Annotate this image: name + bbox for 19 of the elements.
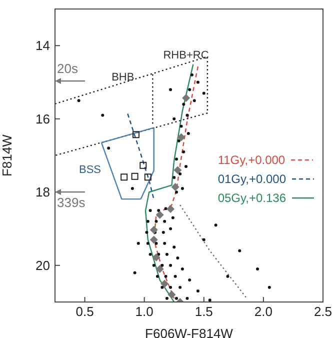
legend-label: 11Gy,+0.000	[218, 152, 286, 166]
x-tick-label: 1.5	[194, 304, 213, 320]
y-tick-label: 14	[36, 38, 50, 54]
x-tick-label: 2.5	[314, 304, 332, 320]
y-tick-label: 16	[36, 111, 50, 126]
x-tick-label: 2.0	[254, 304, 272, 320]
annotation: 339s	[57, 195, 86, 210]
annotation: BHB	[112, 71, 134, 84]
annotation: 20s	[57, 61, 78, 76]
legend-label: 05Gy,+0.136	[218, 190, 286, 204]
x-axis-title: F606W-F814W	[145, 326, 234, 338]
y-tick-label: 18	[36, 184, 50, 200]
legend-label: 01Gy,+0.000	[218, 172, 286, 186]
y-axis-title: F814W	[0, 134, 15, 176]
annotation: BSS	[79, 164, 102, 176]
annotation: RHB+RC	[163, 49, 209, 62]
x-tick-label: 1.0	[135, 304, 154, 320]
x-tick-label: 0.5	[76, 304, 94, 320]
y-tick-label: 20	[36, 258, 50, 273]
